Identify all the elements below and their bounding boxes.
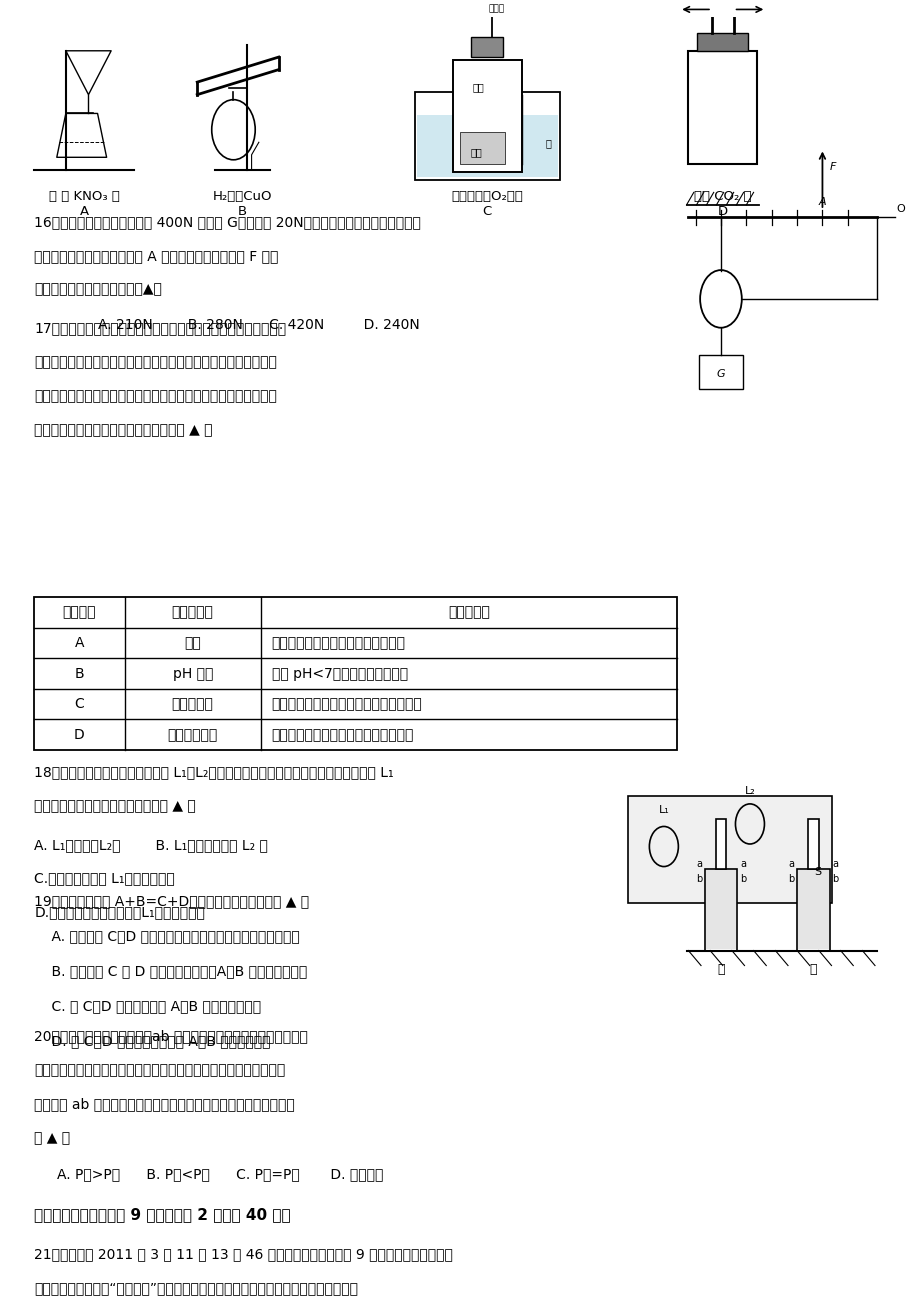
Text: 18、将额定电压相同的两个小灯泡 L₁、L₂串联在如图所示的电路中，接通电路后发现灯 L₁: 18、将额定电压相同的两个小灯泡 L₁、L₂串联在如图所示的电路中，接通电路后发… (34, 766, 393, 779)
Text: b: b (832, 874, 838, 884)
Bar (697, 34, 747, 51)
Text: 了滴加酸碱指示剂。为了确认滴加的盐酸是否已经过量，从烧杯中: 了滴加酸碱指示剂。为了确认滴加的盐酸是否已经过量，从烧杯中 (34, 355, 277, 369)
Text: 如果有白色沉淠产生，表明盐酸已经过量: 如果有白色沉淠产生，表明盐酸已经过量 (271, 697, 422, 711)
Text: B: B (238, 205, 247, 218)
Bar (34, 597, 676, 750)
Text: 全部超过 ab 而且都未溢出，则两瓶底受到液体的压强之间的关系是: 全部超过 ab 而且都未溢出，则两瓶底受到液体的压强之间的关系是 (34, 1097, 295, 1112)
Text: F: F (829, 162, 835, 173)
Text: G: G (716, 369, 724, 380)
Text: A. L₁的电阔比L₂小        B. L₁的额定功率比 L₂ 大: A. L₁的电阔比L₂小 B. L₁的额定功率比 L₂ 大 (34, 837, 267, 852)
Text: 紫色石蕊试剂: 紫色石蕊试剂 (167, 728, 218, 742)
Text: 水: 水 (545, 139, 551, 148)
Bar (715, 819, 726, 870)
Text: 如图所示放置于水平桌面上，甲瓶装水，乙瓶装等质量的盐水，液面: 如图所示放置于水平桌面上，甲瓶装水，乙瓶装等质量的盐水，液面 (34, 1063, 285, 1078)
Text: 判断的方法: 判断的方法 (448, 606, 490, 619)
Text: 收集 CO₂ 气: 收集 CO₂ 气 (693, 190, 751, 203)
Bar (416, 114, 557, 177)
Text: 硒酸銀溶液: 硒酸銀溶液 (172, 697, 213, 711)
Bar (687, 51, 756, 164)
Text: （ ▲ ）: （ ▲ ） (34, 1131, 70, 1145)
Text: 测定空气中O₂含量: 测定空气中O₂含量 (450, 190, 523, 203)
Text: 红磷: 红磷 (470, 147, 482, 157)
Text: A. P甲>P乙      B. P甲<P乙      C. P甲=P乙       D. 不能确定: A. P甲>P乙 B. P甲<P乙 C. P甲=P乙 D. 不能确定 (57, 1167, 382, 1182)
Bar (471, 36, 503, 57)
Text: 19、对于化学反应 A+B=C+D，下列说法中正确的是（ ▲ ）: 19、对于化学反应 A+B=C+D，下列说法中正确的是（ ▲ ） (34, 894, 309, 909)
Text: 分 离 KNO₃ 和: 分 离 KNO₃ 和 (49, 190, 119, 203)
Text: H₂还原CuO: H₂还原CuO (212, 190, 272, 203)
Bar (807, 819, 818, 870)
Bar (705, 870, 735, 949)
Text: 同学设计的实验方案，其中不正确的是（ ▲ ）: 同学设计的实验方案，其中不正确的是（ ▲ ） (34, 422, 212, 437)
Text: L₂: L₂ (743, 786, 754, 797)
Bar (704, 870, 736, 950)
Text: D: D (74, 728, 85, 742)
Text: A: A (79, 205, 88, 218)
Text: D.若将两灯并联接入电路，L₁发光要亮一些: D.若将两灯并联接入电路，L₁发光要亮一些 (34, 905, 205, 919)
Text: C.两灯正常工作时 L₁发光要暗一些: C.两灯正常工作时 L₁发光要暗一些 (34, 871, 175, 885)
Bar (414, 92, 559, 179)
Text: 要亮一些，则下列判断正确的是：（ ▲ ）: 要亮一些，则下列判断正确的是：（ ▲ ） (34, 800, 196, 812)
Text: C: C (482, 205, 492, 218)
Bar (452, 60, 521, 173)
Text: pH 试纸: pH 试纸 (173, 667, 212, 681)
Text: 如果溶液变成红色，表明盐酸已经过量: 如果溶液变成红色，表明盐酸已经过量 (271, 728, 414, 742)
Text: O: O (896, 204, 904, 213)
Text: 20、两个完全相同的细颈瓶（ab 以上粗细均匀，截面和底面相同），: 20、两个完全相同的细颈瓶（ab 以上粗细均匀，截面和底面相同）， (34, 1030, 308, 1044)
Text: 实验方案: 实验方案 (62, 606, 96, 619)
Bar (796, 870, 829, 950)
Text: B. 若生成物 C 和 D 分别为两种沉淠，A、B 有可能为盐和碱: B. 若生成物 C 和 D 分别为两种沉淠，A、B 有可能为盐和碱 (34, 965, 307, 979)
Text: 示位置使杠杆平衡，在杠杆的 A 点所加的竖直向上的力 F 应是: 示位置使杠杆平衡，在杠杆的 A 点所加的竖直向上的力 F 应是 (34, 248, 278, 263)
Text: A. 210N        B. 280N      C. 420N         D. 240N: A. 210N B. 280N C. 420N D. 240N (97, 317, 419, 332)
Text: B: B (74, 667, 85, 681)
Text: 如果有气泡产生，表明盐酸已经过量: 如果有气泡产生，表明盐酸已经过量 (271, 636, 405, 650)
Bar (698, 355, 742, 389)
Text: A: A (818, 198, 825, 208)
Text: 16、如右图所示，滑轮下挂重 400N 的物体 G，滑轮重 20N，绳和杠杆都是轻质的。要在图: 16、如右图所示，滑轮下挂重 400N 的物体 G，滑轮重 20N，绳和杠杆都是… (34, 214, 421, 229)
Text: D. 若 C、D 是两种化合物，则 A、B 一定是化合物: D. 若 C、D 是两种化合物，则 A、B 一定是化合物 (34, 1035, 270, 1049)
Text: a: a (832, 859, 837, 868)
Text: C. 若 C、D 是盐和水，则 A、B 一定是酸和碱，: C. 若 C、D 是盐和水，则 A、B 一定是酸和碱， (34, 1000, 261, 1014)
Text: a: a (788, 859, 793, 868)
Text: L₁: L₁ (658, 805, 668, 815)
Text: 弹簧夹: 弹簧夹 (488, 4, 504, 13)
Text: 鐵粉: 鐵粉 (184, 636, 201, 650)
Text: C: C (74, 697, 85, 711)
Text: 使用的试剂: 使用的试剂 (172, 606, 213, 619)
Text: 如果 pH<7，表明盐酸已经过量: 如果 pH<7，表明盐酸已经过量 (271, 667, 407, 681)
Text: b: b (739, 874, 745, 884)
Text: 21、北京时间 2011 年 3 月 11 日 13 时 46 分，日本附近海域发生 9 级强烈地震，地震及引: 21、北京时间 2011 年 3 月 11 日 13 时 46 分，日本附近海域… (34, 1248, 452, 1261)
Text: S: S (813, 867, 821, 876)
Text: 发的海問给日本造成“史无前例”的灾难，导致大量人员遇难与失踪，大批房屋被摧毁。: 发的海問给日本造成“史无前例”的灾难，导致大量人员遇难与失踪，大批房屋被摧毁。 (34, 1282, 357, 1295)
Text: （杠杆上标度的间距相等）（▲）: （杠杆上标度的间距相等）（▲） (34, 282, 162, 296)
Bar (460, 133, 505, 164)
Text: A: A (74, 636, 85, 650)
Text: b: b (695, 874, 701, 884)
Text: 乙: 乙 (809, 963, 816, 976)
Text: 甲: 甲 (717, 963, 724, 976)
Text: 二、简答题（本大题共 9 小题，每空 2 分，共 40 分）: 二、简答题（本大题共 9 小题，每空 2 分，共 40 分） (34, 1208, 290, 1222)
Text: 17、小明同学往氮氧化钓溶液中滴加稀盐酸研究中和反应时，忽记: 17、小明同学往氮氧化钓溶液中滴加稀盐酸研究中和反应时，忽记 (34, 321, 286, 335)
Text: A. 若生成物 C、D 中有一种为单质，则该反应一定是置换反应: A. 若生成物 C、D 中有一种为单质，则该反应一定是置换反应 (34, 930, 300, 944)
Text: a: a (739, 859, 745, 868)
Text: 取少量反应后的溶液于试管中，用某种试剂进行检验。下表是小明: 取少量反应后的溶液于试管中，用某种试剂进行检验。下表是小明 (34, 389, 277, 403)
Bar (627, 797, 831, 903)
Text: 空气: 空气 (471, 82, 483, 92)
Text: D: D (717, 205, 727, 218)
Text: a: a (695, 859, 701, 868)
Bar (797, 870, 828, 949)
Text: b: b (788, 874, 793, 884)
